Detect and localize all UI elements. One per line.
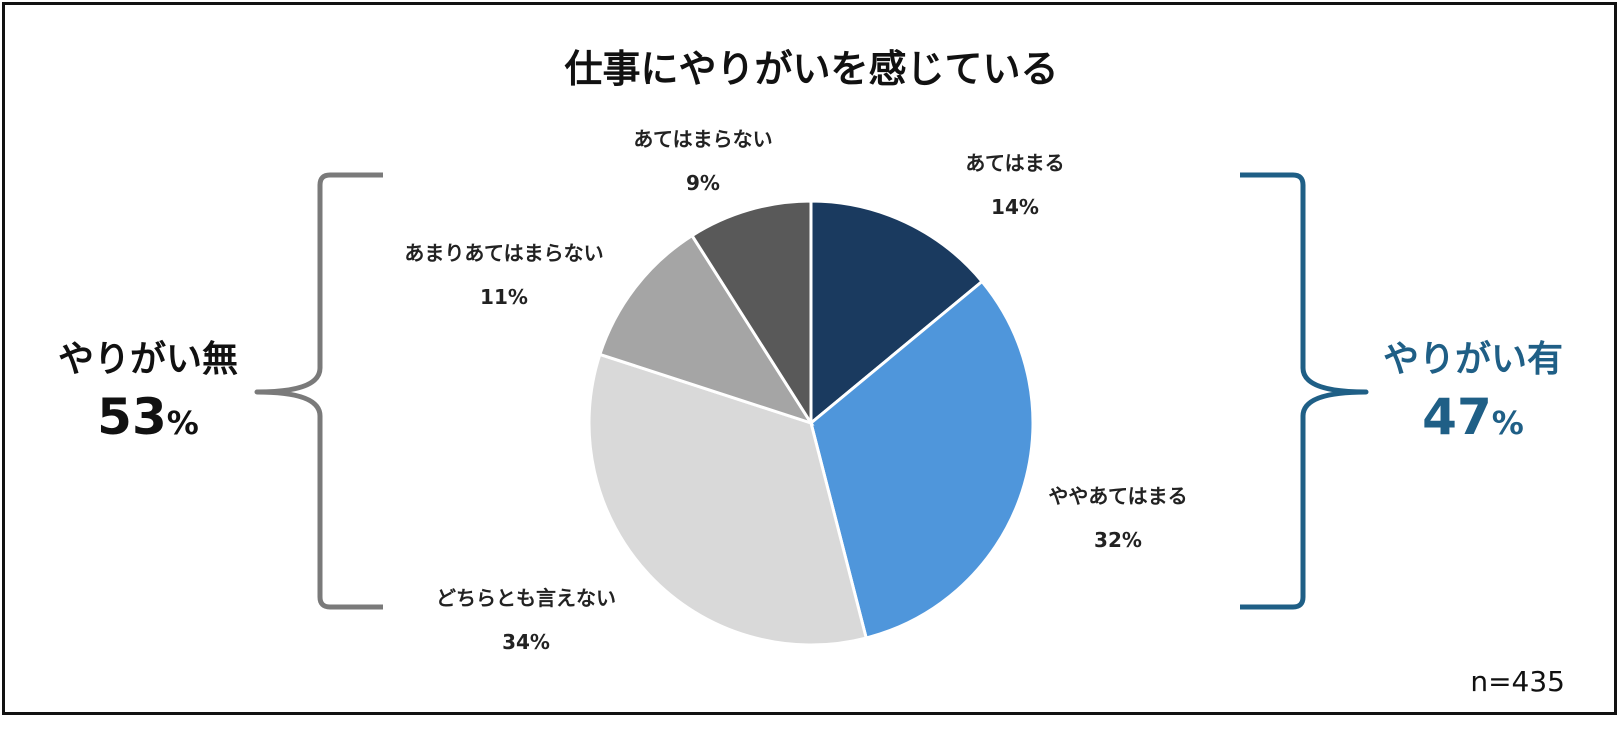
left-bracket [254, 172, 383, 610]
sample-size-note: n=435 [1470, 665, 1565, 698]
positive-value-unit: % [1491, 404, 1524, 442]
slice-value: 11% [480, 285, 528, 309]
slice-name: あてはまらない [633, 127, 773, 151]
slice-label-dochiratomo: どちらとも言えない 34% [436, 576, 616, 664]
positive-value-number: 47 [1422, 388, 1492, 446]
slice-name: あてはまる [965, 151, 1065, 175]
slice-value: 34% [502, 630, 550, 654]
positive-group-title: やりがい有 [1382, 339, 1564, 380]
slice-value: 9% [686, 171, 720, 195]
slice-label-amari-atehamaranai: あまりあてはまらない 11% [404, 231, 603, 319]
pie-slice-4 [689, 199, 813, 429]
negative-value-unit: % [166, 404, 199, 442]
pie-slice-2 [587, 352, 869, 647]
slice-value: 32% [1094, 528, 1142, 552]
positive-group-value: 47% [1422, 388, 1524, 446]
slice-name: あまりあてはまらない [404, 241, 604, 265]
pie-slice-0 [809, 199, 985, 427]
pie-slice-1 [809, 279, 1035, 640]
negative-group-value: 53% [97, 388, 199, 446]
slice-value: 14% [991, 195, 1039, 219]
pie-slice-3 [597, 233, 815, 426]
chart-title: 仕事にやりがいを感じている [564, 47, 1059, 91]
slice-label-yaya-atehamaru: ややあてはまる 32% [1048, 474, 1187, 562]
slice-label-atehamaru: あてはまる 14% [965, 141, 1064, 229]
chart-frame [2, 2, 1617, 715]
negative-group-title: やりがい無 [57, 339, 239, 380]
right-bracket [1240, 172, 1369, 610]
slice-name: どちらとも言えない [436, 586, 616, 610]
slice-label-atehamaranai: あてはまらない 9% [633, 117, 772, 205]
negative-value-number: 53 [97, 388, 167, 446]
slice-name: ややあてはまる [1048, 484, 1188, 508]
